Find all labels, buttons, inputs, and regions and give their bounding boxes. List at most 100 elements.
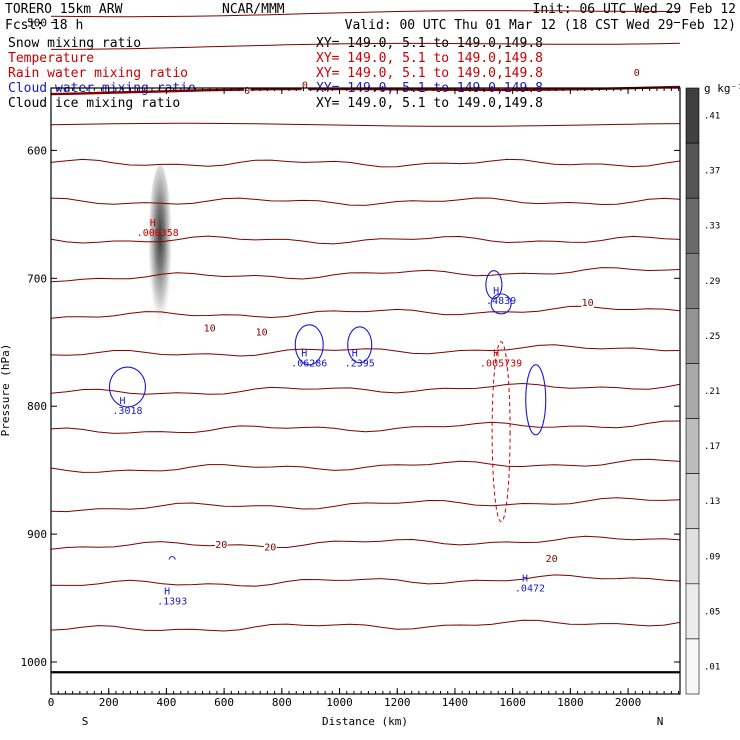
y-tick-label: 1000 — [21, 656, 48, 669]
colorbar-label: .37 — [704, 167, 720, 177]
temperature-isotherm — [50, 122, 681, 127]
max-value: .000358 — [137, 228, 179, 239]
temperature-isotherm — [50, 235, 681, 245]
y-tick-label: 800 — [27, 400, 47, 413]
cloud-water-contour — [168, 556, 176, 560]
snow-plume — [148, 165, 173, 335]
legend-label: Rain water mixing ratio — [8, 66, 188, 81]
legend-xy: XY= 149.0, 5.1 to 149.0,149.8 — [316, 51, 543, 66]
temperature-isotherm — [50, 535, 681, 550]
colorbar-bin — [685, 197, 700, 254]
temperature-label: 0 — [634, 68, 640, 79]
legend-xy: XY= 149.0, 5.1 to 149.0,149.8 — [316, 66, 543, 81]
x-end-right: N — [657, 715, 664, 728]
cloud-water-contour — [347, 326, 373, 364]
x-tick-label: 400 — [156, 696, 176, 709]
legend-label: Cloud ice mixing ratio — [8, 96, 180, 111]
temperature-label: 0 — [302, 81, 308, 92]
colorbar-bin — [685, 638, 700, 695]
colorbar-bin — [685, 142, 700, 199]
colorbar-label: .05 — [704, 607, 720, 617]
colorbar-label: .25 — [704, 332, 720, 342]
max-value: .4839 — [486, 296, 516, 307]
temperature-label-bg — [263, 542, 277, 553]
x-tick-label: 1400 — [442, 696, 469, 709]
max-marker: H — [493, 349, 499, 360]
cloud-water-contour — [485, 270, 503, 300]
temperature-isotherm — [50, 10, 680, 18]
y-tick-label: 700 — [27, 272, 47, 285]
x-tick-label: 800 — [272, 696, 292, 709]
x-tick-label: 200 — [99, 696, 119, 709]
temperature-label: 10 — [204, 324, 216, 335]
colorbar-bin — [685, 528, 700, 585]
max-marker: H — [119, 396, 125, 407]
axes: 0200400600800100012001400160018002000200… — [21, 17, 680, 709]
temperature-isotherm — [50, 85, 681, 96]
max-value: .3018 — [112, 406, 142, 417]
colorbar-unit: g kg⁻¹ — [704, 82, 740, 95]
temperature-isotherm — [50, 574, 681, 587]
model-title: TORERO 15km ARW — [5, 2, 123, 17]
max-marker: H — [493, 286, 499, 297]
x-tick-label: 1800 — [557, 696, 584, 709]
mixing-ratio-contours — [108, 270, 547, 560]
temperature-isotherm — [50, 344, 681, 357]
temperature-labels: -80.19-80.04-80.57-80.5-80.68-30-30-30-2… — [203, 67, 640, 565]
init-time: Init: 06 UTC Wed 29 Feb 12 — [533, 2, 737, 17]
colorbar: .41 .37 .33 .29 .25 .21 .17 .13 .09 .05 .01 — [685, 87, 720, 695]
temperature-label-bg — [545, 553, 559, 564]
colorbar-bin — [685, 583, 700, 640]
temperature-label: 0 — [244, 86, 250, 97]
max-marker: H — [150, 218, 156, 229]
temperature-label-bg — [214, 539, 228, 550]
temperature-isotherm — [50, 382, 681, 395]
temperature-isotherm — [50, 267, 681, 283]
colorbar-label: .21 — [704, 387, 720, 397]
colorbar-label: .09 — [704, 552, 720, 562]
temperature-label-bg — [581, 298, 595, 309]
x-tick-label: 1600 — [499, 696, 526, 709]
max-marker: H — [164, 586, 170, 597]
plot-frame — [50, 87, 681, 695]
temperature-label: 10 — [256, 328, 268, 339]
max-marker: H — [352, 349, 358, 360]
rain-contour — [491, 341, 511, 523]
colorbar-bin — [685, 252, 700, 309]
temperature-isotherm — [51, 42, 681, 50]
colorbar-bin — [685, 308, 700, 364]
x-tick-label: 0 — [48, 696, 55, 709]
cloud-water-contour — [108, 366, 147, 408]
legend-xy: XY= 149.0, 5.1 to 149.0,149.8 — [316, 96, 543, 111]
y-tick-label: 900 — [27, 528, 47, 541]
colorbar-label: .13 — [704, 497, 720, 507]
plot-area: -80.19-80.04-80.57-80.5-80.68-30-30-30-2… — [21, 10, 681, 709]
snow-shading — [148, 165, 173, 335]
temperature-label-bg — [244, 85, 251, 96]
y-tick-label: 600 — [27, 144, 47, 157]
y-axis-label: Pressure (hPa) — [0, 344, 12, 437]
temperature-label-bg — [633, 67, 640, 78]
colorbar-label: .01 — [704, 662, 720, 672]
max-marker: H — [522, 574, 528, 585]
temperature-label: 20 — [264, 542, 276, 553]
colorbar-label: .17 — [704, 442, 720, 452]
x-axis-label: Distance (km) — [322, 715, 408, 728]
x-tick-label: 1000 — [326, 696, 353, 709]
forecast-hour: Fcst: 18 h — [5, 18, 83, 33]
max-marker: H — [301, 349, 307, 360]
temperature-isotherm — [50, 497, 681, 513]
temperature-label-bg — [255, 327, 269, 338]
temperature-isotherm — [50, 158, 681, 168]
legend: Snow mixing ratio XY= 149.0, 5.1 to 149.0… — [8, 36, 543, 111]
x-tick-label: 600 — [214, 696, 234, 709]
max-value: .2395 — [345, 359, 375, 370]
valid-time: Valid: 00 UTC Thu 01 Mar 12 (18 CST Wed … — [345, 18, 736, 33]
temperature-isotherm — [50, 305, 681, 319]
temperature-label-bg — [203, 323, 217, 334]
y-tick-label: 500 — [27, 17, 47, 30]
maxima-labels: H.00177H.000358H.3018H.06286H.2395H.4839… — [112, 218, 545, 607]
temperature-label: 10 — [582, 298, 594, 309]
colorbar-label: .29 — [704, 277, 720, 287]
